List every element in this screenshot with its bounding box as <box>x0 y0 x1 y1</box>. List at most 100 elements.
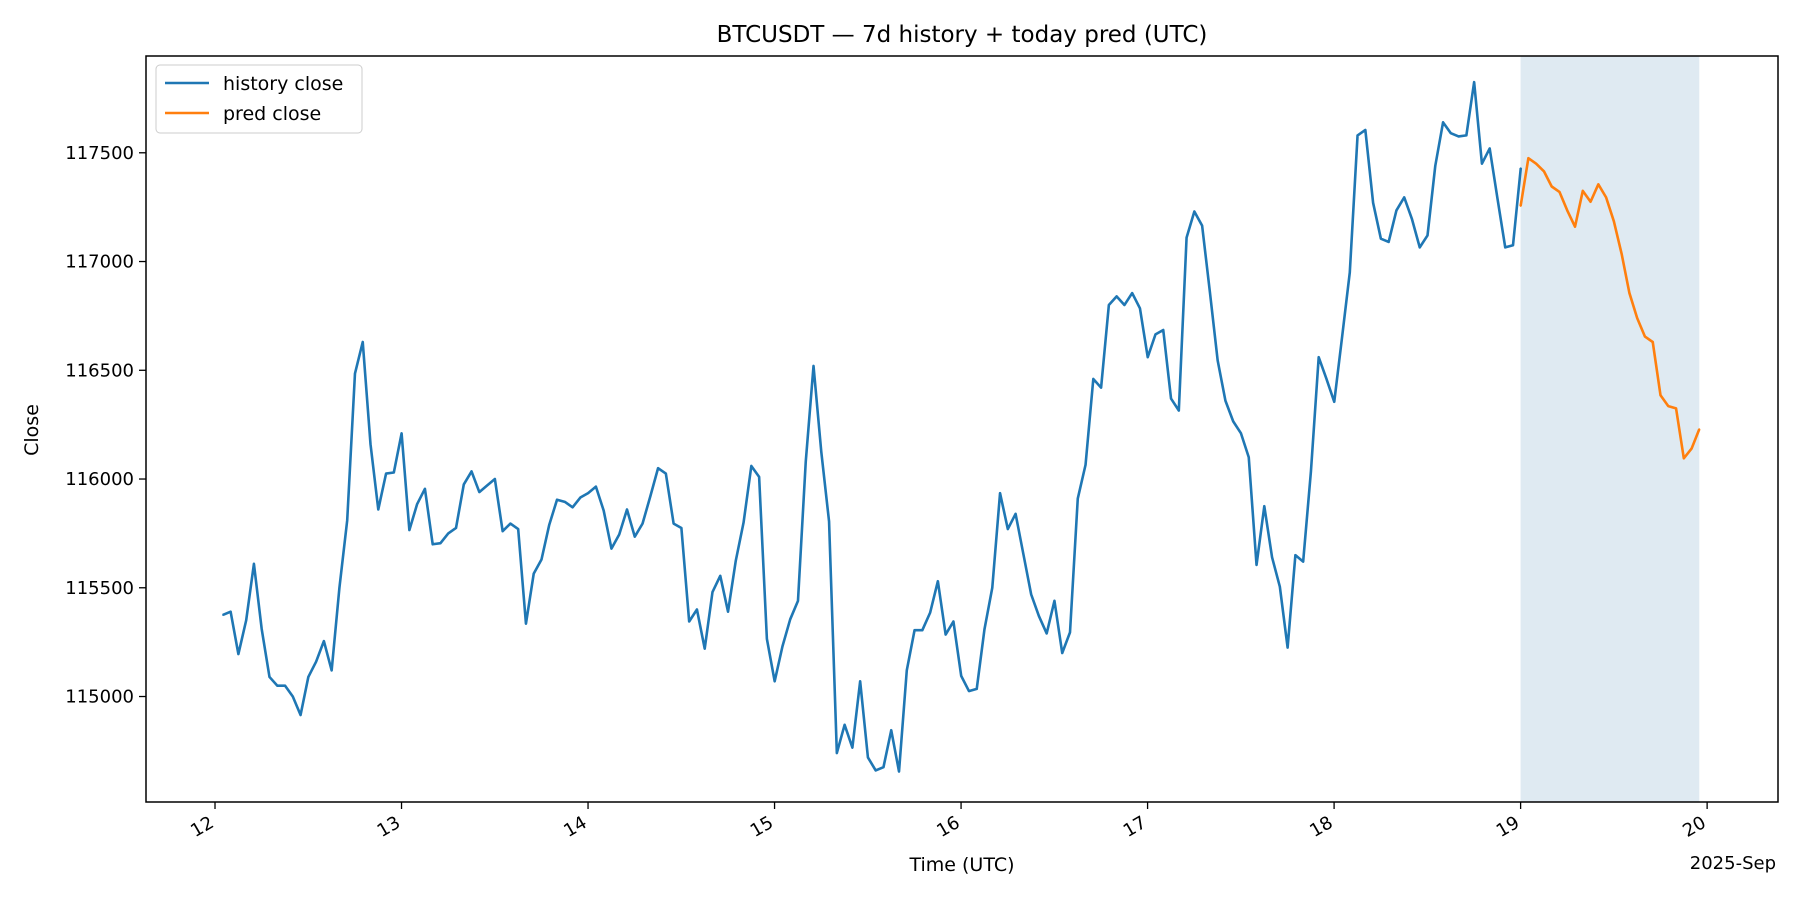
data-point <box>1597 183 1600 186</box>
data-point <box>719 575 722 577</box>
data-point <box>323 640 325 642</box>
y-tick-label: 117000 <box>65 252 134 273</box>
data-point <box>843 723 846 726</box>
data-point <box>1636 317 1638 319</box>
data-point <box>1263 505 1266 508</box>
data-point <box>1240 432 1242 435</box>
data-point <box>1271 556 1273 559</box>
data-point <box>952 620 955 623</box>
series-history <box>222 80 1523 773</box>
data-point <box>1411 218 1413 220</box>
data-point <box>509 522 512 525</box>
data-point <box>229 610 232 613</box>
data-point <box>587 492 589 494</box>
data-point <box>346 519 349 522</box>
data-point <box>750 465 753 467</box>
data-point <box>975 688 978 690</box>
data-point <box>602 509 605 512</box>
data-point <box>1667 405 1670 407</box>
data-point <box>944 633 947 636</box>
data-point <box>649 495 652 498</box>
data-point <box>1123 304 1126 306</box>
data-point <box>338 586 341 589</box>
data-point <box>851 746 854 749</box>
data-point <box>1403 196 1405 199</box>
data-point <box>1201 224 1203 227</box>
data-point <box>1069 631 1071 634</box>
data-point <box>1675 407 1677 410</box>
data-point <box>1038 615 1040 617</box>
data-point <box>929 611 931 614</box>
data-point <box>494 478 496 480</box>
data-point <box>1620 253 1623 255</box>
data-point <box>307 676 310 678</box>
data-point <box>672 522 675 525</box>
series-pred <box>1519 156 1701 460</box>
data-point <box>222 614 224 616</box>
y-tick-label: 116500 <box>65 360 134 381</box>
data-point <box>1613 220 1615 223</box>
data-point <box>245 619 247 622</box>
data-point <box>1279 585 1281 588</box>
y-tick-label: 117500 <box>65 143 134 164</box>
data-point <box>1651 341 1654 343</box>
data-point <box>937 580 939 583</box>
data-point <box>276 684 279 687</box>
data-point <box>1465 134 1468 137</box>
data-point <box>1286 646 1289 649</box>
data-point <box>1450 132 1452 135</box>
data-point <box>462 483 465 486</box>
data-point <box>1294 554 1297 556</box>
data-point <box>1076 497 1079 500</box>
data-point <box>882 766 885 768</box>
data-point <box>789 618 791 621</box>
data-point <box>1014 513 1017 515</box>
data-point <box>1092 378 1095 380</box>
data-point <box>657 467 659 469</box>
data-point <box>1317 356 1320 359</box>
data-point <box>1395 209 1398 212</box>
data-point <box>260 628 263 630</box>
plot-frame <box>145 55 1779 803</box>
series-layer <box>222 80 1701 773</box>
data-point <box>688 620 690 623</box>
data-point <box>1519 167 1522 169</box>
data-point <box>1535 162 1537 165</box>
data-point <box>486 484 488 487</box>
data-point <box>447 532 450 535</box>
data-point <box>1053 600 1056 602</box>
data-point <box>1022 553 1025 555</box>
data-point <box>1581 190 1584 192</box>
data-point <box>455 527 457 529</box>
data-point <box>913 629 916 631</box>
data-point <box>742 521 745 524</box>
data-point <box>1061 652 1064 654</box>
chart-title: BTCUSDT — 7d history + today pred (UTC) <box>717 22 1208 48</box>
data-point <box>1418 246 1421 249</box>
data-point <box>1341 336 1343 339</box>
data-point <box>377 508 380 511</box>
data-point <box>898 770 900 773</box>
data-point <box>836 752 838 754</box>
data-point <box>991 586 994 589</box>
data-point <box>711 591 714 593</box>
data-point <box>564 501 566 503</box>
data-point <box>1139 307 1141 310</box>
data-point <box>253 563 255 565</box>
data-point <box>284 684 286 687</box>
data-point <box>439 542 442 544</box>
data-point <box>470 470 473 473</box>
data-point <box>641 522 644 525</box>
data-point <box>517 528 519 530</box>
data-point <box>540 558 543 561</box>
x-axis-label: Time (UTC) <box>908 854 1014 876</box>
data-point <box>330 669 333 672</box>
data-point <box>766 638 768 640</box>
data-point <box>1146 356 1149 359</box>
data-point <box>1030 593 1032 596</box>
data-point <box>696 608 698 611</box>
data-point <box>532 572 535 575</box>
data-point <box>1659 394 1662 397</box>
data-point <box>431 543 434 546</box>
